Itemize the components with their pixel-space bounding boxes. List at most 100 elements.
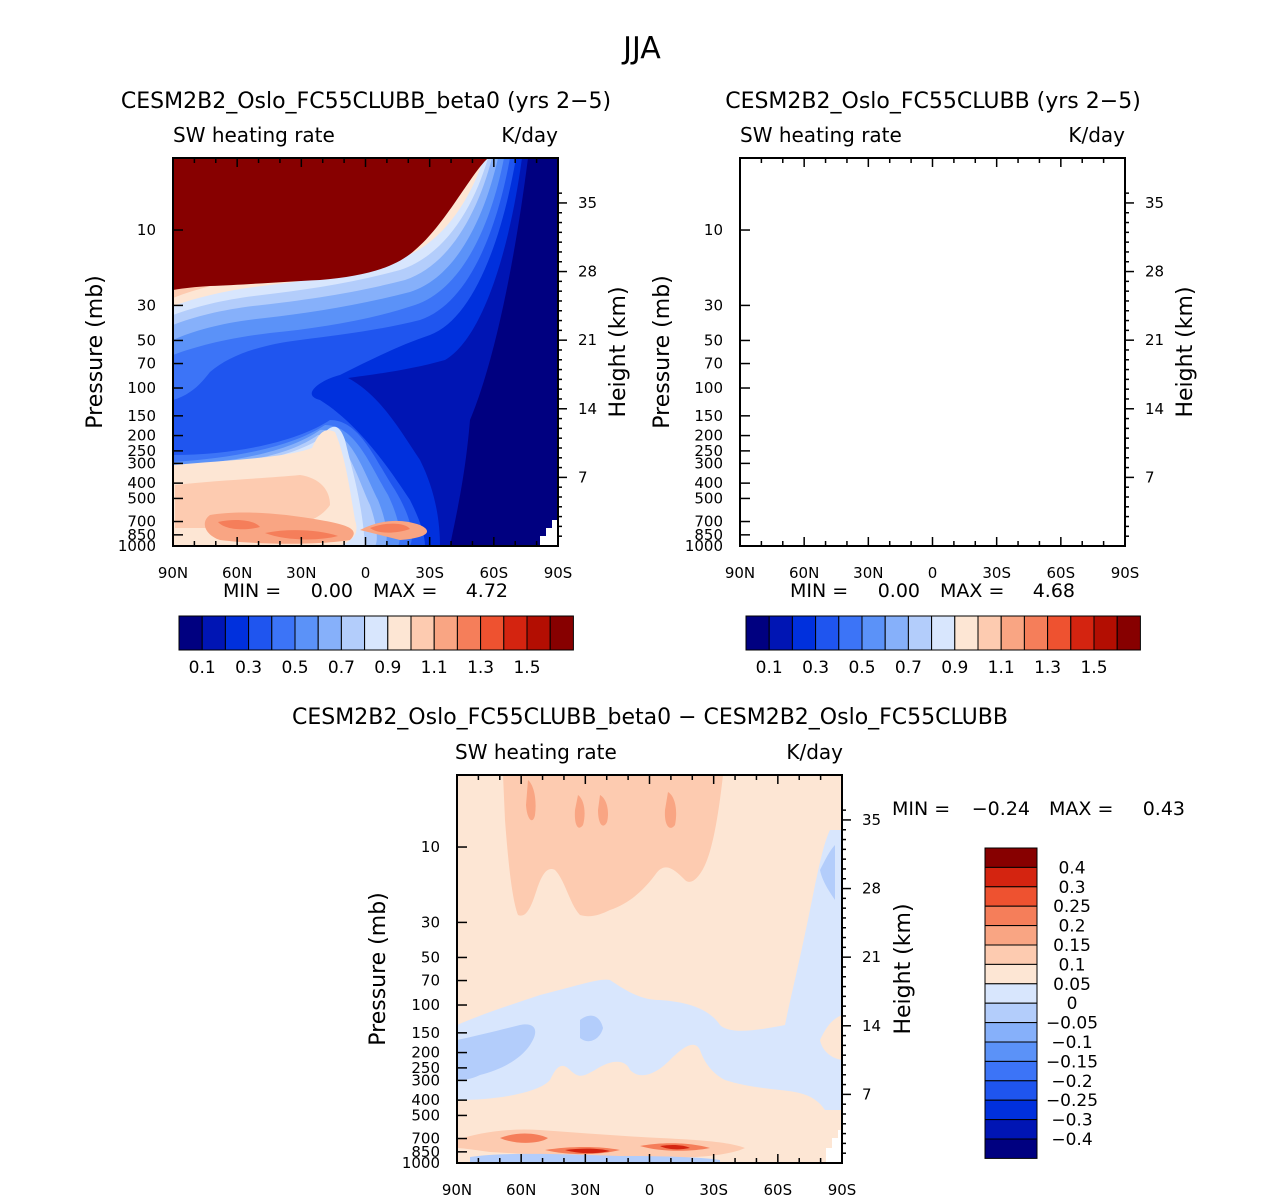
contour-band (540, 520, 558, 546)
y-tick-label: 850 (694, 526, 723, 544)
contour-band (740, 158, 1027, 276)
colorbar-box (984, 886, 1038, 907)
colorbar-box (178, 615, 203, 651)
colorbar-label: 0.2 (1058, 917, 1085, 937)
colorbar-label: −0.1 (1051, 1033, 1092, 1053)
y2-tick-label: 35 (1145, 194, 1164, 212)
contour-field (740, 158, 1125, 546)
panel-difference: CESM2B2_Oslo_FC55CLUBB_beta0 − CESM2B2_O… (292, 705, 1185, 1199)
colorbar-box (984, 1041, 1038, 1062)
y-tick-label: 150 (127, 407, 156, 425)
y-tick-label: 250 (411, 1059, 440, 1077)
colorbar-label: 0.25 (1053, 897, 1091, 917)
colorbar-box (317, 615, 342, 651)
y-tick-label: 150 (694, 407, 723, 425)
y2-tick-label: 7 (862, 1085, 872, 1103)
colorbar-box (984, 1060, 1038, 1082)
colorbar-label: −0.15 (1046, 1052, 1098, 1072)
y2-axis-label: Height (km) (891, 903, 916, 1034)
y-axis-label: Pressure (mb) (83, 275, 108, 429)
y-tick-label: 700 (694, 513, 723, 531)
contour-band (826, 1130, 842, 1163)
colorbar-label: 0.1 (756, 658, 783, 678)
colorbar-label: 0.15 (1053, 936, 1091, 956)
colorbar-box (745, 615, 770, 651)
x-tick-label: 30N (286, 564, 316, 582)
min-label: MIN = (790, 580, 848, 602)
colorbar-label: 0.5 (848, 658, 875, 678)
contour-band (740, 158, 1083, 546)
colorbar-box (271, 615, 296, 651)
colorbar-label: 0.7 (895, 658, 922, 678)
min-max-readout: MIN = 0.00 MAX = 4.68 (790, 580, 1075, 602)
x-tick-label: 30S (415, 564, 444, 582)
y-tick-label: 300 (694, 454, 723, 472)
colorbar-box (984, 1119, 1038, 1140)
colorbar-box (984, 983, 1038, 1004)
variable-label: SW heating rate (455, 740, 617, 764)
y-tick-label: 700 (127, 513, 156, 531)
min-label: MIN = (892, 798, 950, 820)
colorbar-label: 0.4 (1058, 858, 1085, 878)
plot-frame (739, 157, 1126, 547)
colorbar-label: −0.05 (1046, 1014, 1098, 1034)
colorbar-box (340, 615, 366, 651)
y-tick-label: 10 (704, 221, 723, 239)
y2-tick-label: 7 (578, 468, 588, 486)
variable-label: SW heating rate (173, 123, 335, 147)
contour-band (565, 1144, 690, 1154)
x-tick-label: 60S (1047, 564, 1076, 582)
x-tick-label: 90N (158, 564, 188, 582)
colorbar-label: −0.25 (1046, 1091, 1098, 1111)
y-tick-label: 100 (411, 996, 440, 1014)
y-tick-label: 50 (137, 331, 156, 349)
y-tick-label: 1000 (402, 1154, 440, 1172)
y-tick-label: 300 (411, 1071, 440, 1089)
colorbar-box (977, 615, 1002, 651)
y-tick-label: 1000 (685, 537, 723, 555)
y-tick-label: 1000 (118, 537, 156, 555)
min-value: 0.00 (878, 580, 920, 602)
contour-band (173, 158, 488, 290)
colorbar-box (387, 615, 412, 651)
contour-band (500, 1133, 710, 1155)
contour-band (740, 158, 1051, 546)
x-tick-label: 90S (828, 1181, 857, 1199)
figure-title: JJA (621, 31, 661, 66)
max-label: MAX = (373, 580, 437, 602)
max-value: 0.43 (1143, 798, 1185, 820)
units-label: K/day (1068, 123, 1125, 147)
colorbar-box (364, 615, 389, 651)
y-axis-label: Pressure (mb) (650, 275, 675, 429)
y-tick-label: 400 (411, 1091, 440, 1109)
variable-label: SW heating rate (740, 123, 902, 147)
x-tick-label: 90N (442, 1181, 472, 1199)
y-tick-label: 500 (411, 1106, 440, 1124)
panel-title: CESM2B2_Oslo_FC55CLUBB_beta0 (yrs 2−5) (121, 89, 611, 114)
max-value: 4.68 (1033, 580, 1075, 602)
colorbar-box (1047, 615, 1072, 651)
colorbar-box (931, 615, 956, 651)
x-tick-label: 30S (699, 1181, 728, 1199)
colorbar-label: 1.1 (421, 658, 448, 678)
colorbar-label: 0.3 (235, 658, 262, 678)
colorbar-box (861, 615, 886, 651)
y-tick-label: 70 (137, 355, 156, 373)
min-max-readout: MIN = 0.00 MAX = 4.72 (223, 580, 508, 602)
y-axis-label: Pressure (mb) (366, 892, 391, 1046)
colorbar-box (984, 1099, 1038, 1121)
x-tick-label: 30N (853, 564, 883, 582)
y2-tick-label: 28 (862, 880, 881, 898)
x-tick-label: 60N (222, 564, 252, 582)
colorbar: 0.1 0.3 0.5 0.7 0.9 1.1 1.3 1.5 (745, 615, 1141, 678)
y-tick-label: 10 (421, 838, 440, 856)
axes: 90N 60N 30N 0 30S 60S 90S103050701001502002503… (402, 775, 881, 1199)
y2-axis-label: Height (km) (606, 286, 631, 417)
x-tick-label: 60N (789, 564, 819, 582)
colorbar-label: 0 (1067, 994, 1078, 1014)
y-tick-label: 10 (137, 221, 156, 239)
contour-band (740, 158, 1125, 546)
colorbar-box (907, 615, 933, 651)
contour-band (740, 158, 1033, 540)
